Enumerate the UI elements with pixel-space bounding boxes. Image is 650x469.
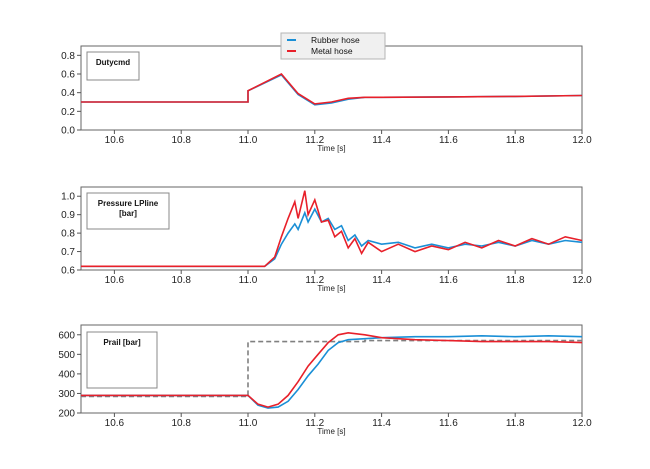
y-tick-label: 0.2 <box>61 107 75 118</box>
legend-label-metal-hose: Metal hose <box>311 46 353 56</box>
x-tick-label: 12.0 <box>572 275 592 286</box>
y-tick-label: 0.6 <box>61 70 75 81</box>
panel-prail: 10.6 10.8 11.0 11.2 11.4 11.6 11.8 12.0 200 300 40… <box>58 324 592 436</box>
x-tick-label: 10.8 <box>171 275 191 286</box>
x-axis-label: Time [s] <box>317 427 345 436</box>
x-tick-label: 10.8 <box>171 418 191 429</box>
series-line-metal-hose <box>81 73 583 105</box>
y-tick-label: 400 <box>58 369 75 380</box>
x-tick-label: 11.6 <box>439 135 458 146</box>
x-tick-label: 11.0 <box>239 418 258 429</box>
panel-label-box <box>86 51 140 81</box>
y-tick-label: 0.8 <box>61 229 75 240</box>
x-tick-label: 11.8 <box>506 135 525 146</box>
x-tick-label: 11.0 <box>239 275 258 286</box>
legend: Rubber hose Metal hose <box>280 32 386 60</box>
legend-box <box>280 32 386 60</box>
x-tick-label: 11.6 <box>439 275 458 286</box>
y-tick-label: 600 <box>58 330 75 341</box>
legend-label-rubber-hose: Rubber hose <box>311 35 360 45</box>
plot-area <box>80 45 583 131</box>
series-line-metal-hose <box>81 190 583 268</box>
series-line-rubber-hose <box>81 334 583 409</box>
x-tick-label: 11.2 <box>305 275 324 286</box>
panel-label-box <box>86 331 158 389</box>
x-axis-label: Time [s] <box>317 284 345 293</box>
y-tick-label: 0.9 <box>61 210 75 221</box>
y-tick-label: 200 <box>58 409 75 420</box>
x-tick-label: 11.2 <box>305 418 324 429</box>
x-axis-label: Time [s] <box>317 144 345 153</box>
x-tick-label: 11.8 <box>506 275 525 286</box>
x-tick-label: 10.6 <box>105 275 125 286</box>
x-tick-label: 11.0 <box>239 135 258 146</box>
panel-label: Pressure LPline <box>98 199 159 208</box>
series-line-metal-hose <box>81 331 583 408</box>
y-tick-label: 0.4 <box>61 88 75 99</box>
x-tick-label: 10.6 <box>105 418 125 429</box>
x-tick-label: 11.4 <box>372 275 391 286</box>
x-tick-label: 11.2 <box>305 135 324 146</box>
x-tick-label: 11.6 <box>439 418 458 429</box>
panel-label-box <box>86 192 170 230</box>
y-tick-label: 500 <box>58 350 75 361</box>
y-tick-label: 0.8 <box>61 51 75 62</box>
series-line-setpoint <box>81 339 582 398</box>
x-tick-label: 12.0 <box>572 135 592 146</box>
panel-label: Dutycmd <box>96 58 130 67</box>
y-tick-label: 300 <box>58 389 75 400</box>
series-line-rubber-hose <box>81 207 583 268</box>
y-tick-label: 0.6 <box>61 266 75 277</box>
x-tick-label: 11.8 <box>506 418 525 429</box>
y-tick-label: 0.7 <box>61 247 75 258</box>
x-tick-label: 10.8 <box>171 135 191 146</box>
x-tick-label: 11.4 <box>372 135 391 146</box>
x-tick-label: 11.4 <box>372 418 391 429</box>
x-tick-label: 12.0 <box>572 418 592 429</box>
panel-label: Prail [bar] <box>103 338 141 347</box>
y-tick-label: 0.0 <box>61 126 75 137</box>
panel-pressure-lpline: 10.6 10.8 11.0 11.2 11.4 11.6 11.8 12.0 0.6 0.7 0.… <box>61 186 592 293</box>
y-tick-label: 1.0 <box>61 192 75 203</box>
panel-label: [bar] <box>119 209 137 218</box>
x-tick-label: 10.6 <box>105 135 125 146</box>
panel-dutycmd: 10.6 10.8 11.0 11.2 11.4 11.6 11.8 12.0 0.0 0.2 0.… <box>61 45 592 153</box>
